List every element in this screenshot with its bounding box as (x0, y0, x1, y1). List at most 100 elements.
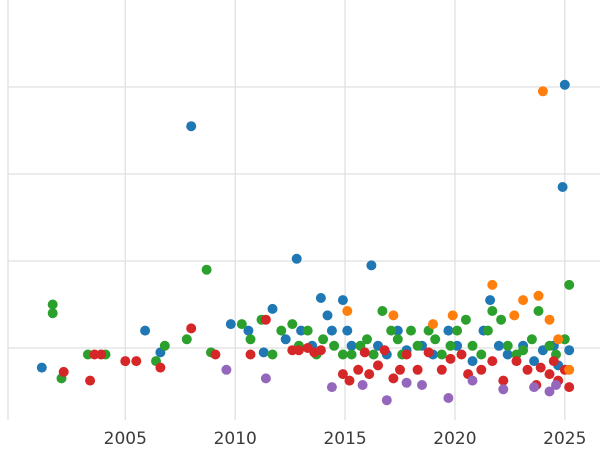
scatter-point-red (423, 347, 434, 358)
scatter-point-red (131, 356, 142, 367)
scatter-point-green (47, 299, 58, 310)
x-tick-label: 2020 (433, 429, 476, 449)
scatter-point-red (487, 356, 498, 367)
scatter-point-orange (388, 310, 399, 321)
scatter-point-blue (337, 295, 348, 306)
scatter-point-green (412, 340, 423, 351)
scatter-point-purple (467, 375, 478, 386)
scatter-point-orange (428, 319, 438, 330)
scatter-point-orange (564, 364, 575, 375)
scatter-point-red (395, 364, 405, 375)
scatter-point-red (344, 375, 355, 386)
scatter-point-green (392, 334, 403, 345)
scatter-point-blue (291, 253, 302, 264)
scatter-point-purple (381, 395, 392, 406)
scatter-point-purple (551, 380, 561, 390)
scatter-point-green (287, 319, 298, 330)
scatter-point-blue (258, 347, 269, 358)
scatter-point-green (318, 334, 329, 345)
scatter-point-green (159, 340, 170, 351)
scatter-point-green (460, 314, 471, 325)
scatter-point-purple (221, 364, 232, 375)
scatter-point-red (522, 364, 533, 375)
scatter-point-green (487, 306, 498, 316)
scatter-point-red (445, 353, 456, 364)
scatter-point-orange (509, 310, 520, 321)
scatter-point-orange (533, 290, 544, 301)
scatter-point-purple (529, 382, 540, 393)
scatter-point-blue (186, 121, 197, 132)
scatter-point-red (535, 362, 546, 373)
scatter-point-orange (544, 314, 555, 325)
scatter-point-red (379, 345, 390, 356)
scatter-point-green (533, 306, 544, 316)
scatter-point-red (456, 349, 467, 360)
scatter-point-orange (518, 295, 529, 306)
scatter-point-green (329, 340, 340, 351)
scatter-point-red (293, 345, 304, 356)
scatter-point-green (518, 345, 529, 356)
scatter-point-red (548, 356, 559, 367)
scatter-point-blue (322, 310, 333, 321)
scatter-point-green (276, 325, 287, 336)
scatter-point-green (430, 334, 441, 345)
scatter-point-purple (443, 393, 454, 403)
scatter-point-red (564, 382, 575, 393)
scatter-point-green (467, 340, 478, 351)
scatter-point-red (120, 356, 131, 367)
scatter-point-blue (267, 303, 278, 314)
scatter-point-green (236, 319, 247, 330)
scatter-point-green (201, 264, 212, 275)
scatter-point-purple (260, 373, 271, 384)
scatter-point-green (445, 340, 456, 351)
scatter-point-red (245, 349, 256, 360)
scatter-point-green (386, 325, 397, 336)
scatter-point-green (476, 349, 487, 360)
scatter-point-purple (401, 377, 412, 388)
scatter-point-green (502, 340, 513, 351)
scatter-point-orange (447, 310, 458, 321)
scatter-point-blue (529, 356, 540, 367)
x-tick-label: 2005 (104, 429, 147, 449)
scatter-point-blue (493, 340, 504, 351)
scatter-point-blue (280, 334, 291, 345)
scatter-point-blue (346, 340, 357, 351)
scatter-point-blue (243, 325, 254, 336)
scatter-point-blue (502, 349, 513, 360)
scatter-point-blue (467, 356, 478, 367)
scatter-point-red (353, 364, 364, 375)
scatter-point-purple (357, 380, 368, 390)
scatter-point-red (388, 373, 399, 384)
scatter-point-blue (326, 325, 337, 336)
scatter-point-blue (36, 362, 47, 373)
scatter-point-red (412, 364, 423, 375)
scatter-point-green (267, 349, 278, 360)
scatter-point-red (58, 366, 69, 377)
scatter-point-green (181, 334, 192, 345)
scatter-point-green (377, 306, 388, 316)
scatter-point-orange (487, 279, 498, 290)
scatter-point-red (315, 345, 326, 356)
scatter-point-red (210, 349, 221, 360)
scatter-point-blue (559, 79, 570, 90)
x-tick-label: 2025 (543, 429, 586, 449)
scatter-point-blue (485, 295, 496, 306)
scatter-point-red (544, 369, 555, 380)
scatter-point-green (436, 349, 447, 360)
scatter-point-blue (225, 319, 236, 330)
scatter-point-green (245, 334, 256, 345)
scatter-point-red (155, 362, 166, 373)
scatter-point-blue (557, 182, 568, 192)
scatter-point-red (85, 375, 96, 386)
scatter-point-green (406, 325, 416, 336)
scatter-point-green (346, 349, 357, 360)
scatter-point-red (498, 375, 509, 386)
scatter-point-green (368, 349, 379, 360)
scatter-point-orange (553, 334, 564, 345)
scatter-point-red (186, 323, 197, 334)
x-tick-label: 2015 (323, 429, 366, 449)
scatter-point-blue (366, 260, 377, 271)
scatter-point-red (359, 347, 370, 358)
